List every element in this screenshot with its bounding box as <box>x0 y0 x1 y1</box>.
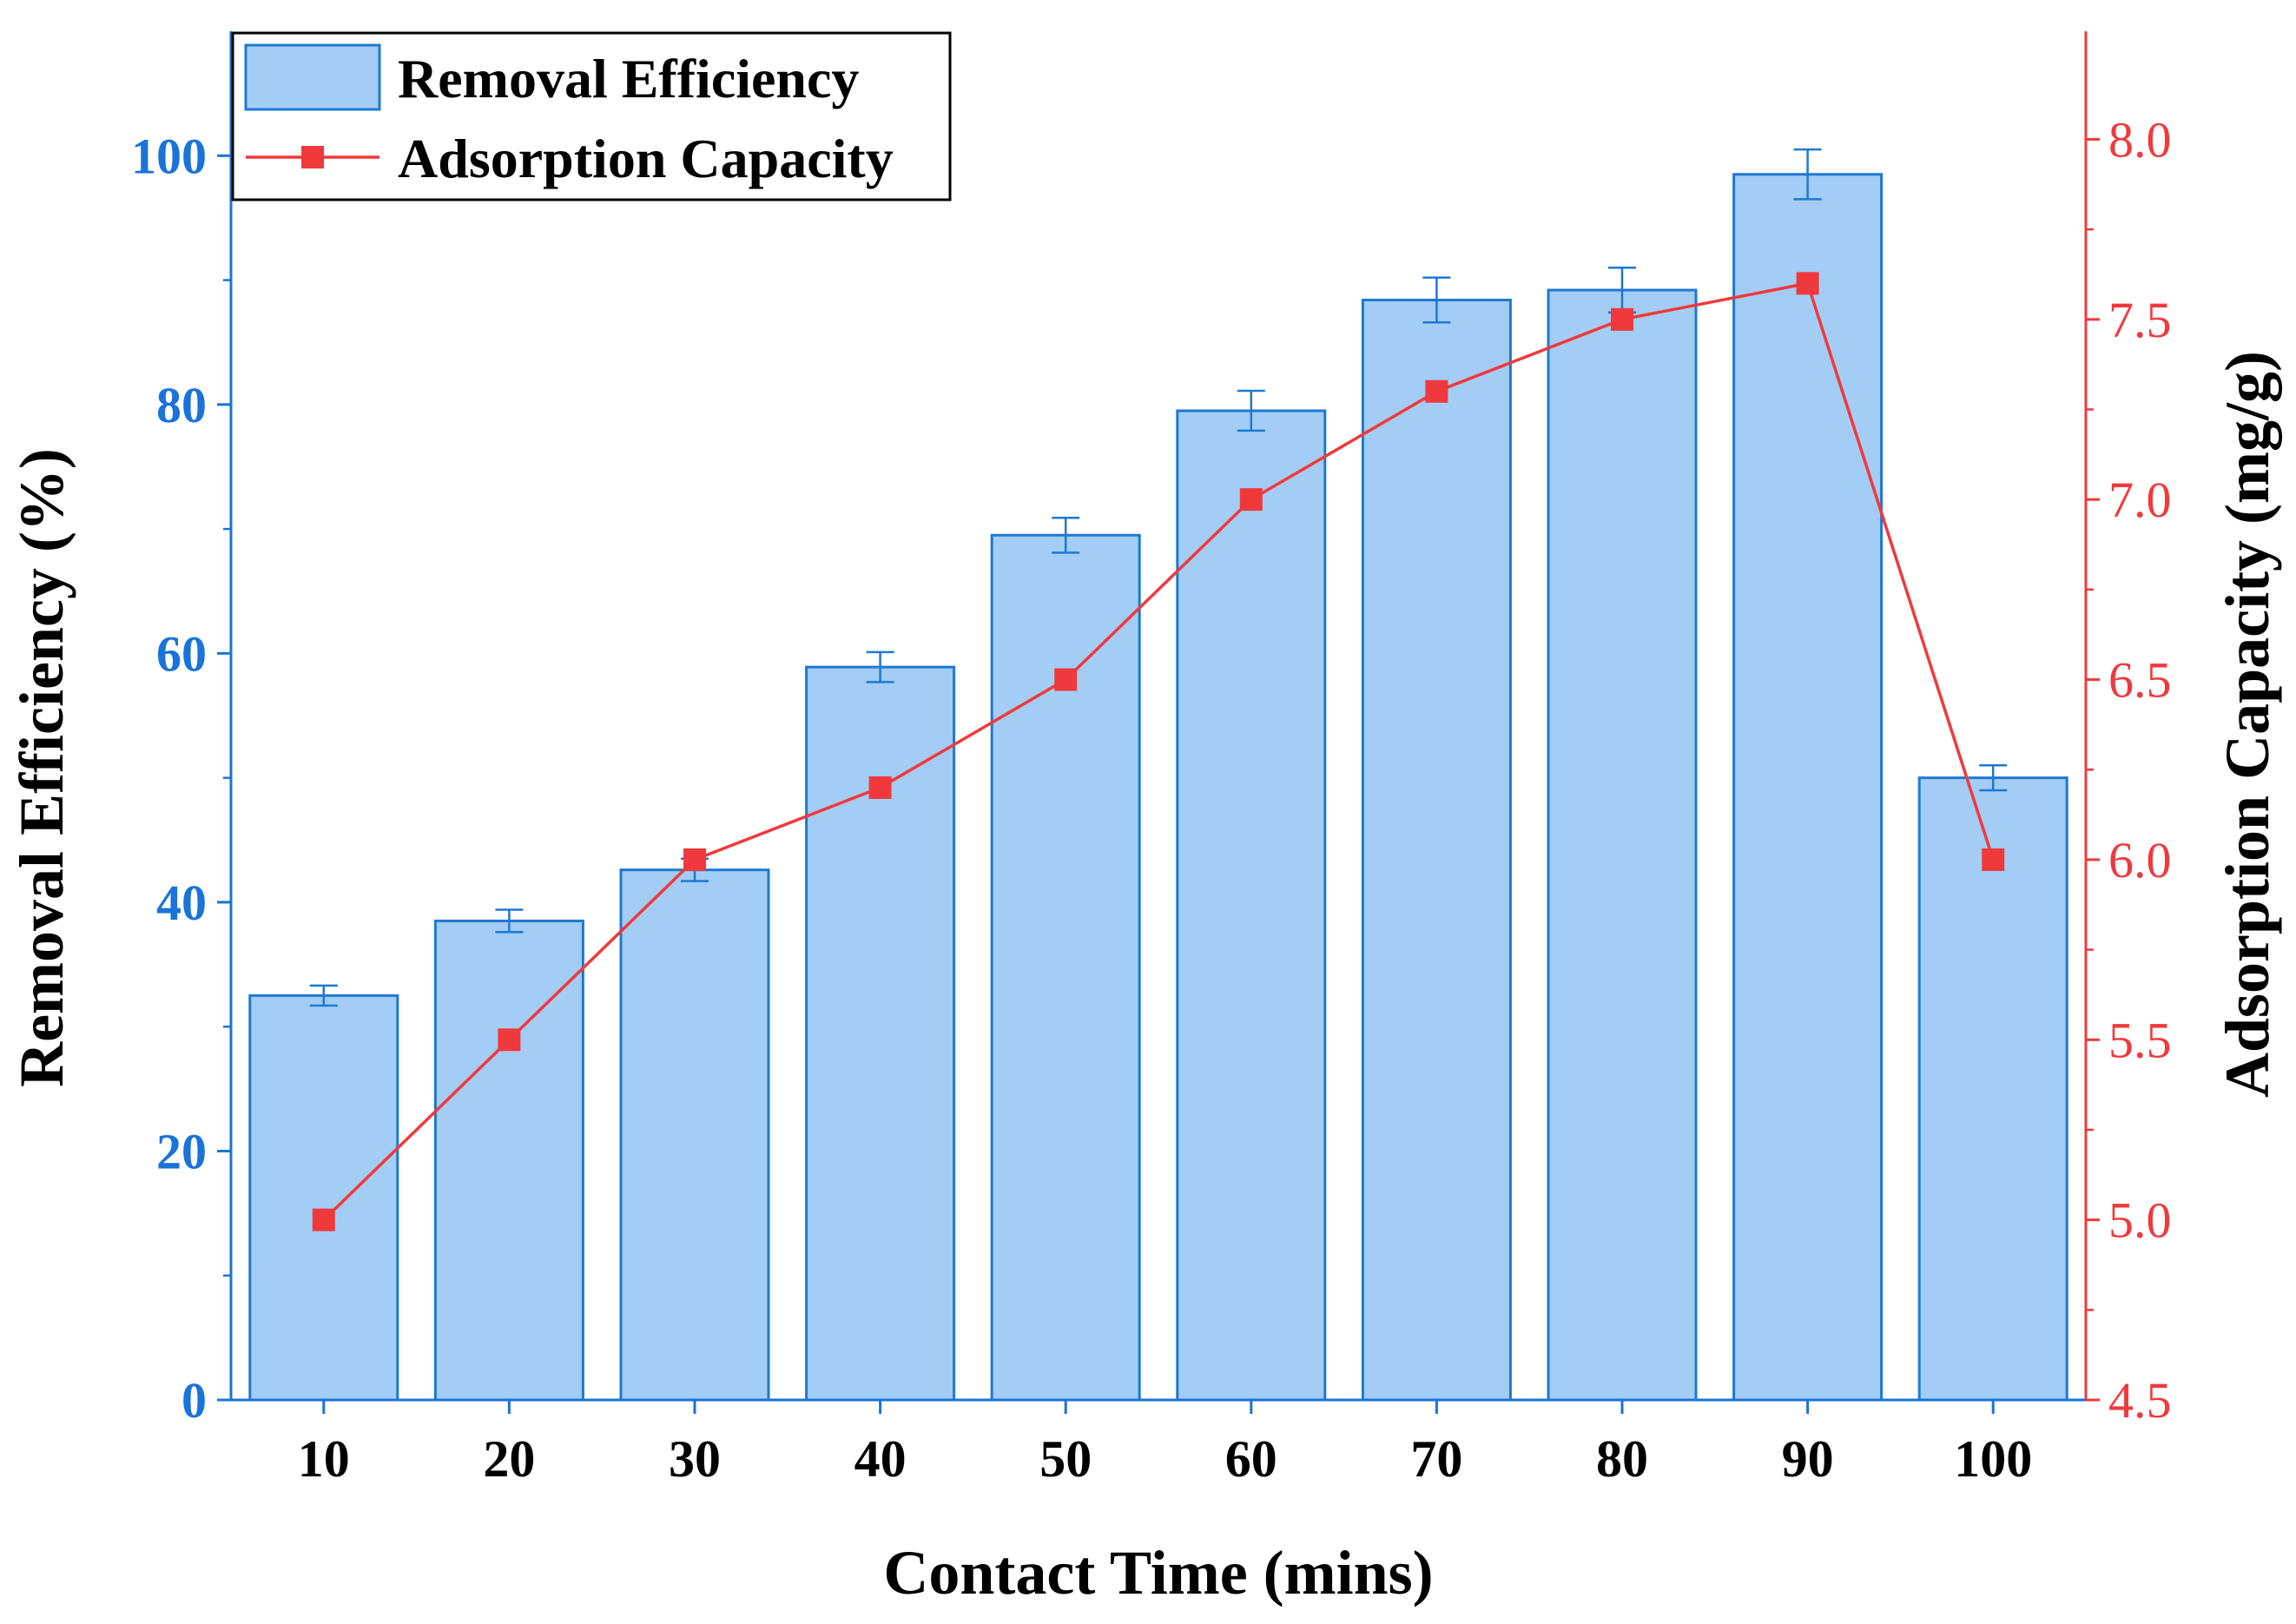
bar-20 <box>433 919 584 1402</box>
left-tick-label: 40 <box>156 875 207 931</box>
legend-bar-swatch <box>244 43 381 111</box>
left-ticks: 0 20 40 60 80 100 <box>131 128 231 1429</box>
left-tick-label: 0 <box>181 1372 207 1429</box>
x-tick-label: 30 <box>669 1430 721 1488</box>
bar-90 <box>1732 173 1884 1402</box>
axes-layer: 0 20 40 60 80 100 4.5 5.0 5.5 6.0 6.5 7.0 7.5 8.0 10… <box>131 31 2172 1488</box>
adsorption-marker-90 <box>1796 272 1819 295</box>
error-bar-50 <box>1052 516 1080 554</box>
right-tick-label: 4.5 <box>2108 1372 2172 1429</box>
legend-label-adsorption-capacity: Adsorption Capacity <box>398 128 894 189</box>
y2-axis-title: Adsorption Capacity (mg/g) <box>2213 351 2282 1098</box>
bar-60 <box>1176 409 1327 1402</box>
x-tick-label: 50 <box>1039 1430 1092 1488</box>
error-bar-60 <box>1237 389 1265 432</box>
right-ticks: 4.5 5.0 5.5 6.0 6.5 7.0 7.5 8.0 <box>2086 111 2172 1429</box>
adsorption-capacity-line <box>322 281 1995 1221</box>
bars-layer <box>248 173 2068 1402</box>
x-axis-title: Contact Time (mins) <box>883 1538 1433 1607</box>
adsorption-marker-50 <box>1054 668 1078 691</box>
line-layer <box>322 281 1995 1221</box>
x-tick-label: 60 <box>1225 1430 1277 1488</box>
adsorption-marker-20 <box>498 1028 521 1052</box>
right-tick-label: 5.5 <box>2108 1012 2172 1068</box>
right-tick-label: 7.0 <box>2108 472 2172 528</box>
error-bar-100 <box>1979 764 2008 792</box>
error-bar-40 <box>866 650 894 683</box>
right-tick-label: 6.0 <box>2108 832 2172 888</box>
right-tick-label: 8.0 <box>2108 111 2172 168</box>
x-tick-label: 80 <box>1596 1430 1648 1488</box>
left-tick-label: 100 <box>131 128 207 184</box>
plot-area <box>248 148 2068 1402</box>
right-tick-label: 7.5 <box>2108 292 2172 348</box>
y-axis-title: Removal Efficiency (%) <box>7 448 76 1087</box>
errorbars-layer <box>309 148 2008 1007</box>
adsorption-marker-30 <box>683 848 706 871</box>
legend: Removal Efficiency Adsorption Capacity <box>231 31 952 201</box>
bar-10 <box>248 994 399 1402</box>
bar-30 <box>619 868 770 1402</box>
right-tick-label: 6.5 <box>2108 652 2172 709</box>
legend-marker-swatch <box>301 146 324 168</box>
x-ticks: 10 20 30 40 50 60 70 80 90 100 <box>298 1400 2032 1488</box>
adsorption-marker-100 <box>1982 848 2005 871</box>
error-bar-20 <box>495 908 524 934</box>
bar-100 <box>1917 776 2068 1402</box>
adsorption-marker-60 <box>1239 488 1263 512</box>
adsorption-marker-70 <box>1425 380 1448 403</box>
x-tick-label: 70 <box>1410 1430 1462 1488</box>
right-tick-label: 5.0 <box>2108 1192 2172 1249</box>
bar-80 <box>1547 288 1698 1402</box>
x-tick-label: 40 <box>854 1430 907 1488</box>
x-tick-label: 90 <box>1782 1430 1834 1488</box>
bar-50 <box>990 533 1141 1402</box>
x-tick-label: 20 <box>483 1430 535 1488</box>
adsorption-marker-10 <box>312 1208 335 1231</box>
left-tick-label: 80 <box>156 377 207 433</box>
error-bar-70 <box>1422 276 1451 324</box>
error-bar-10 <box>309 984 338 1007</box>
x-tick-label: 100 <box>1954 1430 2032 1488</box>
left-tick-label: 20 <box>156 1123 207 1179</box>
adsorption-marker-40 <box>868 776 892 799</box>
error-bar-90 <box>1793 148 1822 201</box>
adsorption-marker-80 <box>1611 307 1633 331</box>
markers-layer <box>312 272 2005 1231</box>
left-tick-label: 60 <box>156 625 207 682</box>
x-tick-label: 10 <box>298 1430 350 1488</box>
bar-70 <box>1361 298 1512 1402</box>
legend-label-removal-efficiency: Removal Efficiency <box>398 48 859 109</box>
